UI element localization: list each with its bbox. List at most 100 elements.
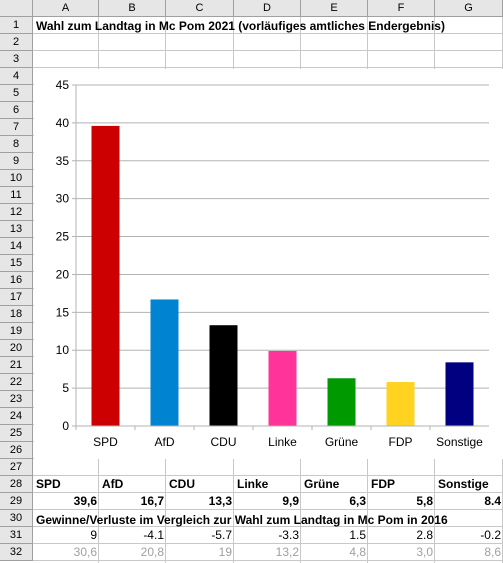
row-header-13[interactable]: 13 — [0, 221, 33, 238]
row28-cell-a[interactable]: SPD — [36, 477, 61, 491]
row31-cell-e[interactable]: 1.5 — [349, 528, 366, 542]
bar-chart[interactable]: 0 5 10 15 20 25 30 35 40 45 SPD AfD CDU Linke Grüne FDP… — [34, 69, 503, 459]
x-tick-label: SPD — [93, 435, 118, 449]
column-header-g[interactable]: G — [435, 0, 503, 17]
y-tick-label: 35 — [56, 154, 70, 168]
row-header-29[interactable]: 29 — [0, 493, 33, 510]
x-tick-label: AfD — [154, 435, 174, 449]
column-header-c[interactable]: C — [166, 0, 234, 17]
row-header-8[interactable]: 8 — [0, 136, 33, 153]
row28-cell-b[interactable]: AfD — [102, 477, 124, 491]
grid-row-line — [33, 33, 503, 34]
row-header-24[interactable]: 24 — [0, 408, 33, 425]
grid-row-line — [33, 526, 503, 527]
grid-row-line — [33, 543, 503, 544]
row-header-6[interactable]: 6 — [0, 102, 33, 119]
row28-cell-d[interactable]: Linke — [237, 477, 269, 491]
row31-cell-d[interactable]: -3.3 — [278, 528, 299, 542]
column-header-e[interactable]: E — [301, 0, 368, 17]
row31-cell-a[interactable]: 9 — [90, 528, 97, 542]
column-header-b[interactable]: B — [99, 0, 166, 17]
grid-row-line — [33, 67, 503, 68]
x-tick-label: Grüne — [325, 435, 359, 449]
row-header-14[interactable]: 14 — [0, 238, 33, 255]
bar-grüne[interactable] — [327, 378, 356, 426]
row-header-28[interactable]: 28 — [0, 476, 33, 493]
comparison-heading-cell[interactable]: Gewinne/Verluste im Vergleich zur Wahl z… — [36, 513, 448, 527]
row-header-31[interactable]: 31 — [0, 527, 33, 544]
row31-cell-g[interactable]: -0.2 — [480, 528, 501, 542]
row-header-2[interactable]: 2 — [0, 34, 33, 51]
row-header-16[interactable]: 16 — [0, 272, 33, 289]
y-tick-label: 15 — [56, 305, 70, 319]
row29-cell-f[interactable]: 5,8 — [416, 494, 433, 508]
row32-cell-e[interactable]: 4,8 — [349, 545, 366, 559]
row32-cell-a[interactable]: 30,6 — [73, 545, 97, 559]
row32-cell-g[interactable]: 8,6 — [484, 545, 501, 559]
grid-row-line — [33, 50, 503, 51]
row-header-9[interactable]: 9 — [0, 153, 33, 170]
column-header-a[interactable]: A — [33, 0, 99, 17]
row28-cell-c[interactable]: CDU — [169, 477, 195, 491]
grid-row-line — [33, 560, 503, 561]
row-header-18[interactable]: 18 — [0, 306, 33, 323]
y-tick-label: 30 — [56, 192, 70, 206]
grid-row-line — [33, 492, 503, 493]
row-header-3[interactable]: 3 — [0, 51, 33, 68]
y-tick-label: 5 — [62, 381, 69, 395]
bar-afd[interactable] — [150, 299, 179, 426]
bar-fdp[interactable] — [386, 382, 415, 426]
row-header-7[interactable]: 7 — [0, 119, 33, 136]
row-header-23[interactable]: 23 — [0, 391, 33, 408]
bar-spd[interactable] — [91, 125, 120, 427]
row-header-21[interactable]: 21 — [0, 357, 33, 374]
row31-cell-b[interactable]: -4.1 — [143, 528, 164, 542]
row-header-15[interactable]: 15 — [0, 255, 33, 272]
row-header-32[interactable]: 32 — [0, 544, 33, 561]
row28-cell-e[interactable]: Grüne — [304, 477, 340, 491]
row32-cell-c[interactable]: 19 — [218, 545, 232, 559]
row-header-30[interactable]: 30 — [0, 510, 33, 527]
row29-cell-g[interactable]: 8.4 — [484, 494, 501, 508]
row-header-17[interactable]: 17 — [0, 289, 33, 306]
x-tick-label: CDU — [211, 435, 237, 449]
grid-row-line — [33, 475, 503, 476]
select-all-corner[interactable] — [0, 0, 33, 17]
column-header-f[interactable]: F — [368, 0, 435, 17]
y-tick-label: 20 — [56, 267, 70, 281]
row28-cell-g[interactable]: Sonstige — [438, 477, 489, 491]
row-header-27[interactable]: 27 — [0, 459, 33, 476]
row-header-12[interactable]: 12 — [0, 204, 33, 221]
row29-cell-a[interactable]: 39,6 — [73, 494, 97, 508]
row-header-19[interactable]: 19 — [0, 323, 33, 340]
row29-cell-e[interactable]: 6,3 — [349, 494, 366, 508]
row29-cell-d[interactable]: 9,9 — [282, 494, 299, 508]
row32-cell-b[interactable]: 20,8 — [140, 545, 164, 559]
x-tick-label: Linke — [268, 435, 297, 449]
row-header-11[interactable]: 11 — [0, 187, 33, 204]
row-header-10[interactable]: 10 — [0, 170, 33, 187]
row-header-25[interactable]: 25 — [0, 425, 33, 442]
title-cell[interactable]: Wahl zum Landtag in Mc Pom 2021 (vorläuf… — [36, 19, 445, 33]
row-header-5[interactable]: 5 — [0, 85, 33, 102]
row31-cell-c[interactable]: -5.7 — [211, 528, 232, 542]
row-header-4[interactable]: 4 — [0, 68, 33, 85]
row-header-20[interactable]: 20 — [0, 340, 33, 357]
bar-linke[interactable] — [268, 350, 297, 426]
row-header-1[interactable]: 1 — [0, 17, 33, 34]
row32-cell-f[interactable]: 3,0 — [416, 545, 433, 559]
x-tick-label: FDP — [389, 435, 413, 449]
grid-row-line — [33, 509, 503, 510]
chart-svg: 0 5 10 15 20 25 30 35 40 45 SPD AfD CDU Linke Grüne FDP… — [56, 78, 489, 449]
row29-cell-c[interactable]: 13,3 — [208, 494, 232, 508]
bar-sonstige[interactable] — [445, 362, 474, 426]
row32-cell-d[interactable]: 13,2 — [275, 545, 299, 559]
row28-cell-f[interactable]: FDP — [371, 477, 395, 491]
column-header-d[interactable]: D — [234, 0, 301, 17]
bar-cdu[interactable] — [209, 325, 238, 426]
row-header-22[interactable]: 22 — [0, 374, 33, 391]
row29-cell-b[interactable]: 16,7 — [140, 494, 164, 508]
row31-cell-f[interactable]: 2.8 — [416, 528, 433, 542]
row-header-26[interactable]: 26 — [0, 442, 33, 459]
